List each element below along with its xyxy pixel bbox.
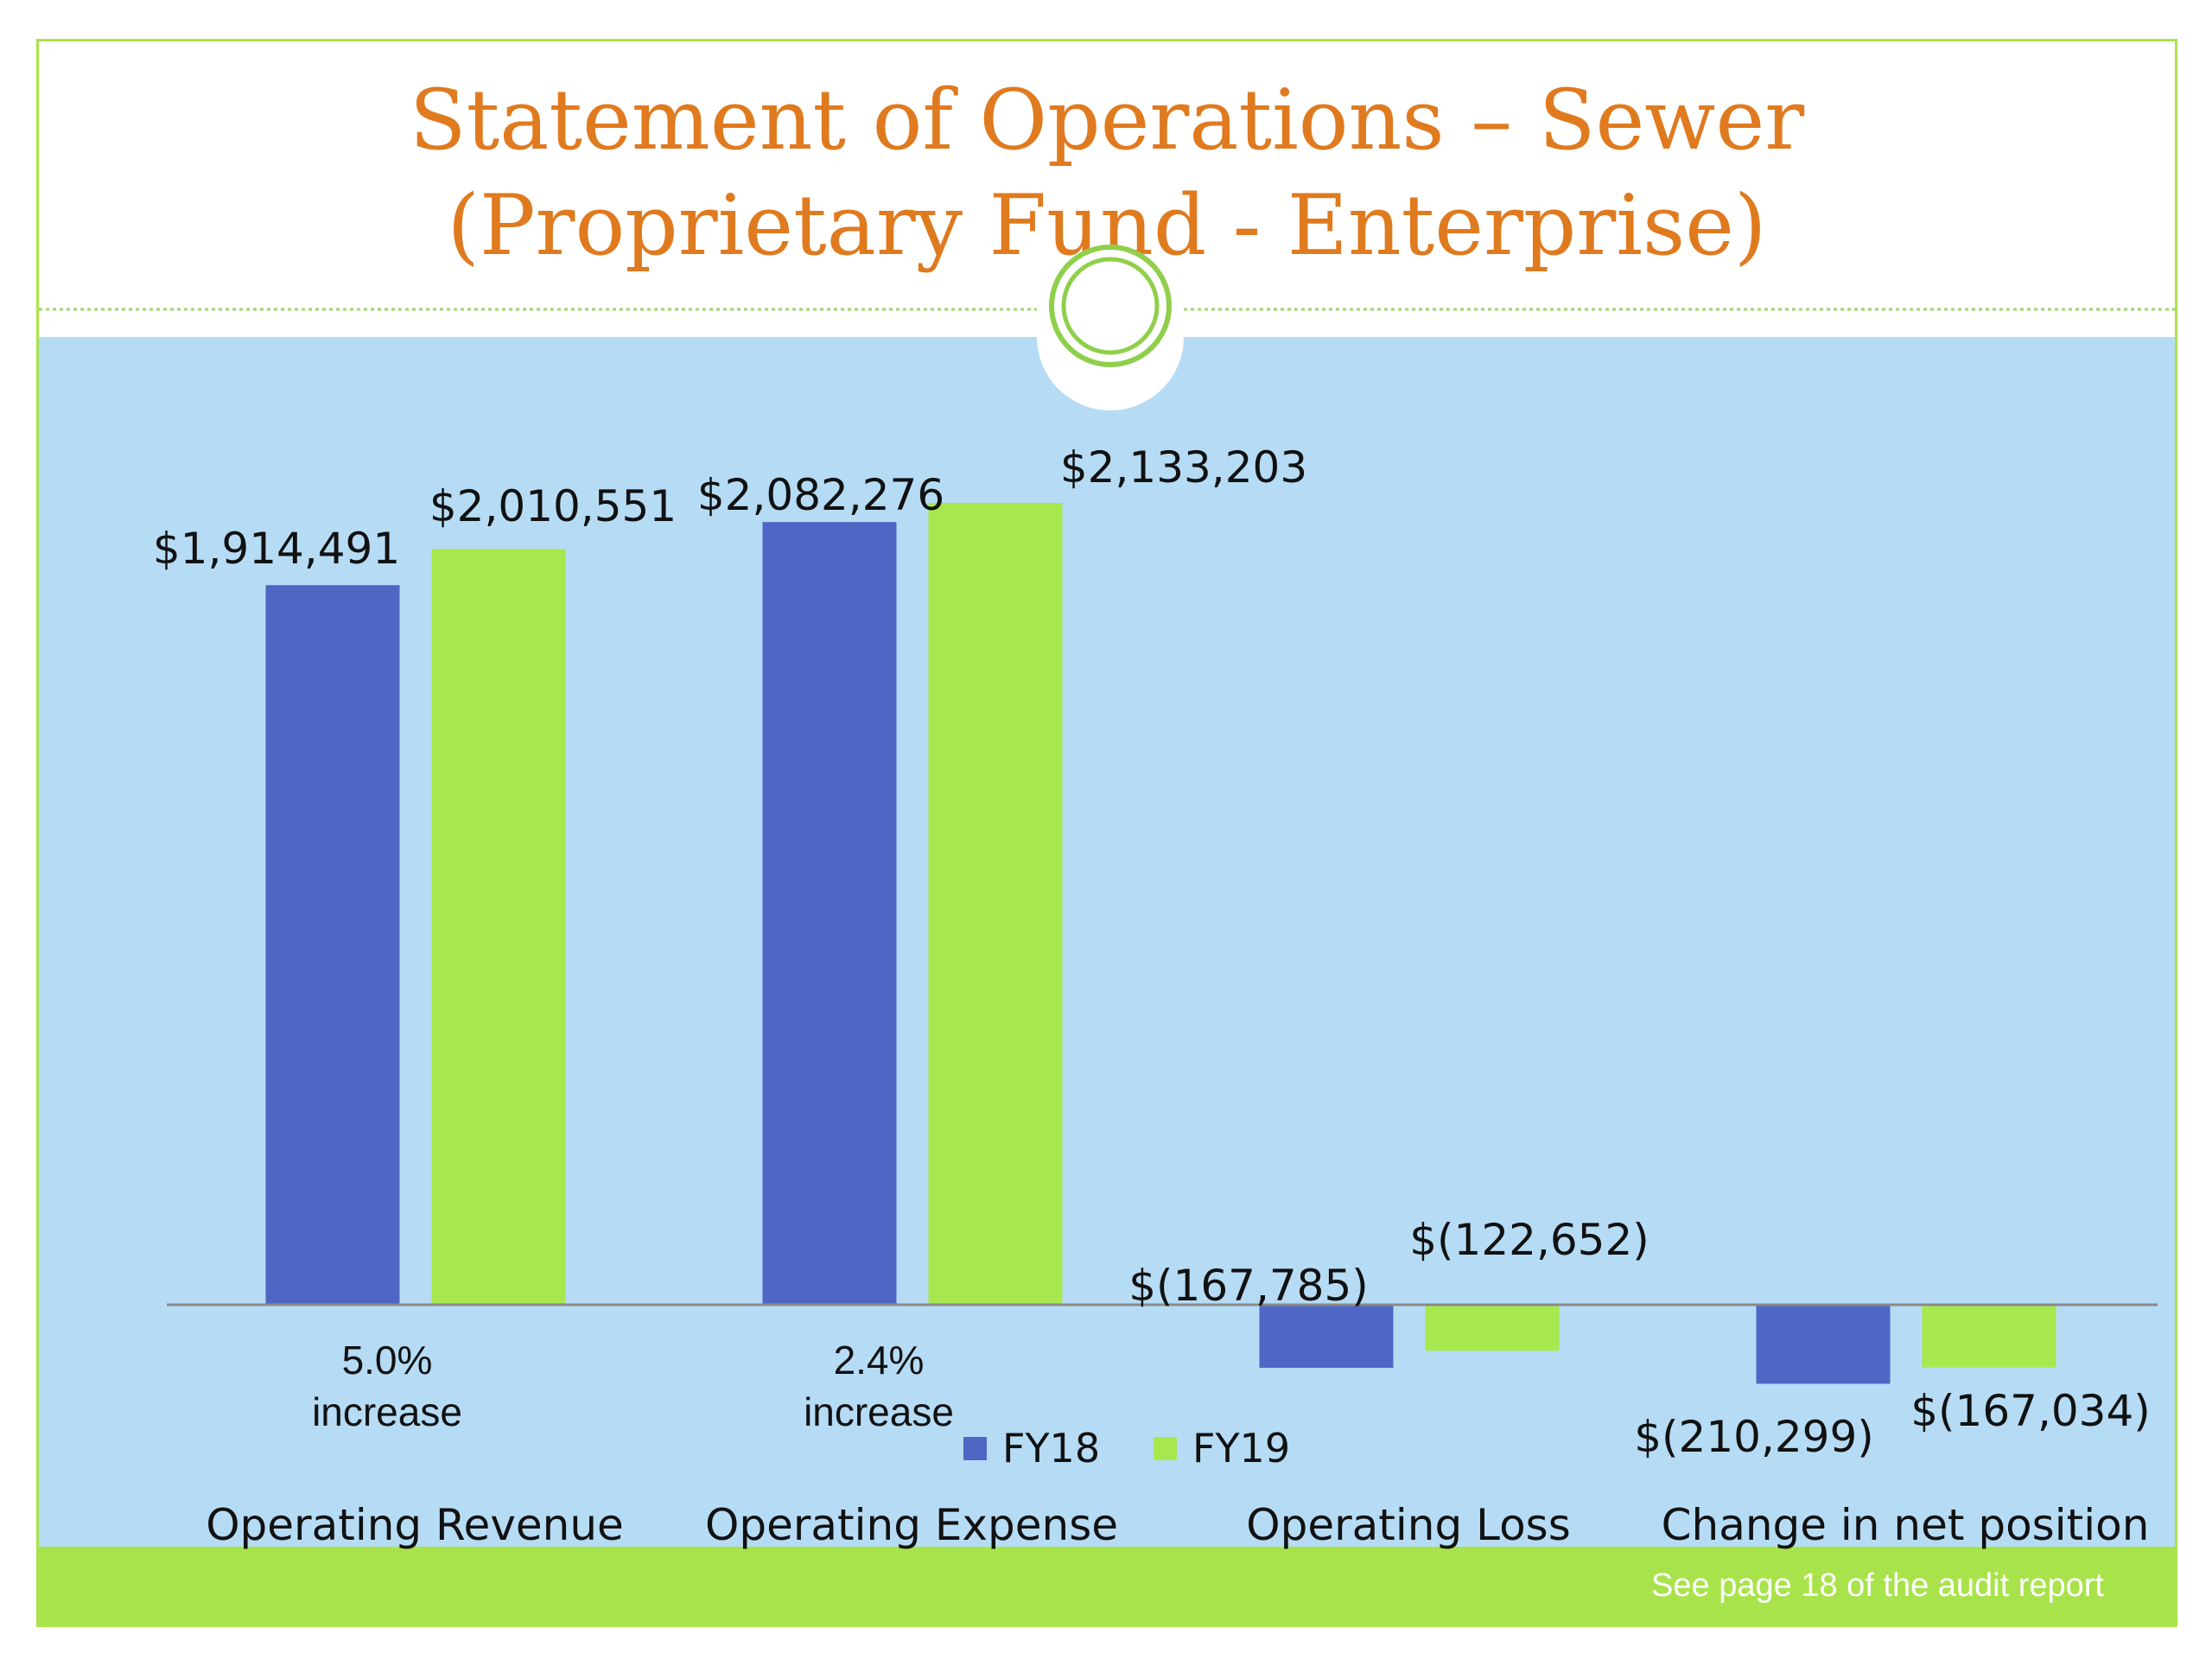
ornament-notch	[1037, 337, 1184, 410]
ornament-outer-ring	[1049, 245, 1172, 367]
annotation-text-1: increase	[312, 1389, 462, 1434]
bar-fy18-1	[265, 585, 400, 1305]
data-label-fy18-4: $(210,299)	[1634, 1412, 1874, 1462]
footer-band	[39, 1547, 2175, 1624]
legend-label-fy18: FY18	[1002, 1425, 1100, 1471]
bar-fy19-2	[928, 503, 1063, 1305]
slide-title: Statement of Operations – Sewer (Proprie…	[39, 67, 2175, 278]
legend-swatch-fy18	[963, 1437, 987, 1460]
category-label-2: Operating Expense	[705, 1500, 1118, 1550]
title-line-1: Statement of Operations – Sewer	[409, 72, 1805, 168]
footer-note: See page 18 of the audit report	[1651, 1567, 2104, 1604]
legend-swatch-fy19	[1154, 1437, 1177, 1460]
data-label-fy19-1: $2,010,551	[429, 481, 677, 531]
bar-fy18-4	[1756, 1305, 1891, 1384]
category-label-1: Operating Revenue	[206, 1500, 624, 1550]
annotation-text-2: increase	[804, 1389, 954, 1434]
bar-fy18-2	[762, 522, 897, 1305]
data-label-fy19-2: $2,133,203	[1060, 442, 1307, 493]
annotation-percent-1: 5.0%	[342, 1338, 433, 1382]
data-label-fy19-3: $(122,652)	[1409, 1215, 1649, 1265]
data-label-fy18-1: $1,914,491	[153, 524, 400, 574]
bar-fy19-4	[1922, 1305, 2056, 1368]
category-label-4: Change in net position	[1662, 1500, 2150, 1550]
data-label-fy19-4: $(167,034)	[1910, 1386, 2151, 1436]
category-label-3: Operating Loss	[1246, 1500, 1571, 1550]
bar-fy19-3	[1425, 1305, 1560, 1351]
legend-label-fy19: FY19	[1192, 1425, 1290, 1471]
data-label-fy18-3: $(167,785)	[1128, 1261, 1369, 1311]
data-label-fy18-2: $2,082,276	[697, 470, 944, 520]
ornament-inner-ring	[1061, 257, 1160, 355]
chart-layer: $1,914,491 $2,082,276 $(167,785) $(210,299)…	[153, 442, 2158, 1550]
annotation-percent-2: 2.4%	[834, 1338, 925, 1382]
bar-fy19-1	[431, 549, 566, 1305]
bar-fy18-3	[1259, 1305, 1394, 1368]
